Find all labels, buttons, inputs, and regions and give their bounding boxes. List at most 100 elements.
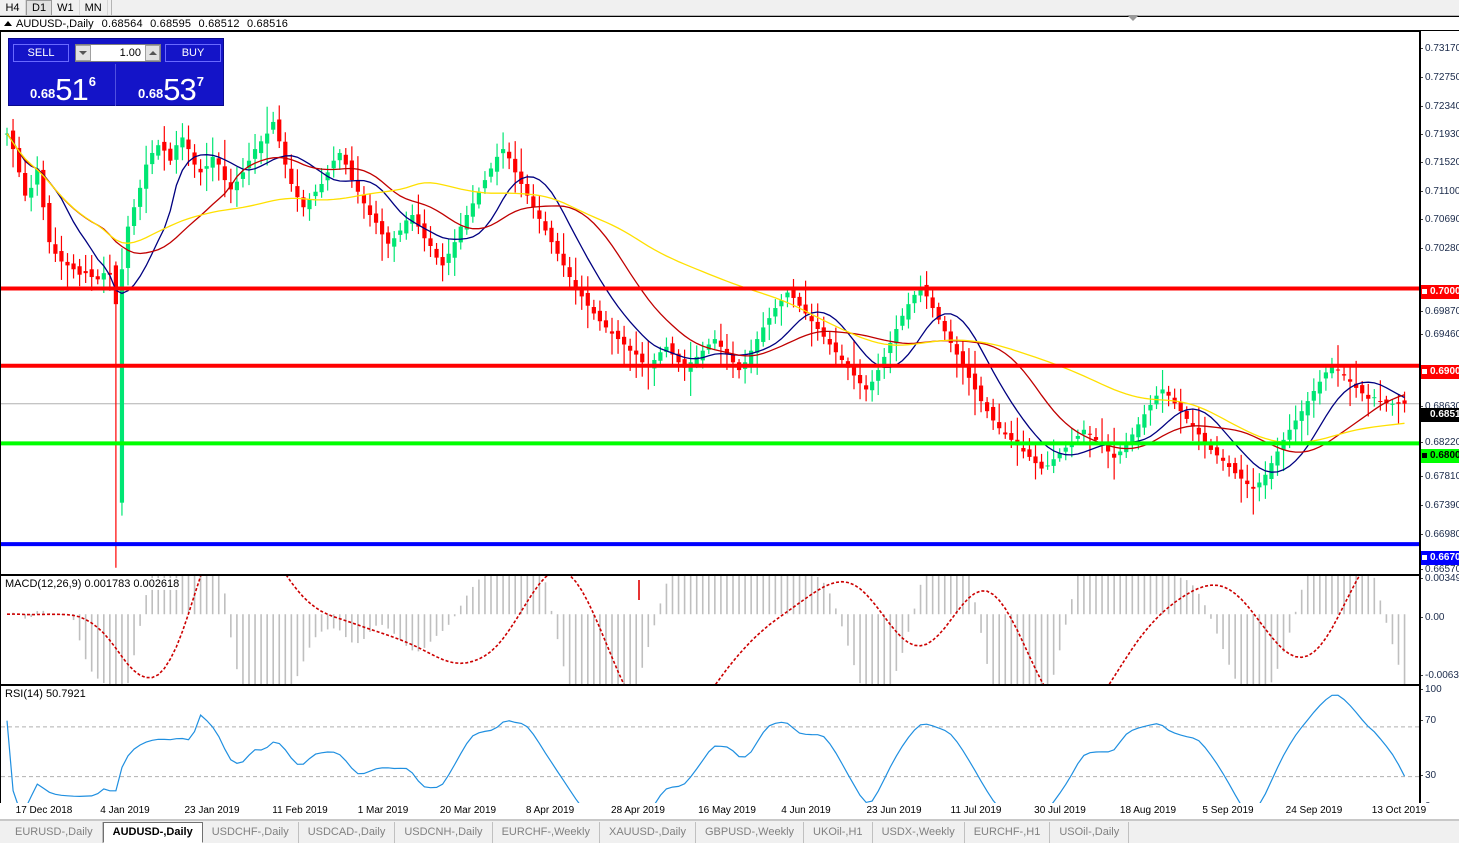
scale-axis-line <box>1420 31 1421 818</box>
symbol-tab-eurchf[interactable]: EURCHF-,H1 <box>965 821 1051 843</box>
time-axis-label: 1 Mar 2019 <box>357 805 409 816</box>
volume-stepper[interactable]: 1.00 <box>75 43 161 62</box>
badge-value: 0.69006 <box>1430 366 1459 377</box>
price-pane[interactable] <box>0 31 1420 575</box>
price-scale-tick: 0.67390 <box>1420 501 1459 511</box>
timeframe-mn[interactable]: MN <box>80 0 108 15</box>
badge-marker-icon <box>1422 412 1427 417</box>
time-axis-label: 23 Jan 2019 <box>184 805 240 816</box>
expand-triangle-icon[interactable] <box>4 21 12 26</box>
chevron-down-icon <box>79 50 87 55</box>
ohlc-open: 0.68564 <box>101 17 143 30</box>
macd-histogram <box>12 576 1406 684</box>
price-scale-tick: 0.66980 <box>1420 530 1459 540</box>
time-axis-label: 5 Sep 2019 <box>1202 805 1254 816</box>
timeframe-d1[interactable]: D1 <box>26 0 53 15</box>
rsi-label: RSI(14) 50.7921 <box>5 688 86 700</box>
time-axis-label: 17 Dec 2018 <box>15 805 73 816</box>
time-axis-label: 18 Aug 2019 <box>1119 805 1177 816</box>
volume-increment-button[interactable] <box>145 44 160 61</box>
rsi-scale-tick: 70 <box>1420 716 1436 726</box>
time-axis-label: 8 Apr 2019 <box>525 805 575 816</box>
macd-scale-tick: 0.00 <box>1420 613 1444 623</box>
buy-price-cell[interactable]: 0.68 53 7 <box>118 64 224 106</box>
badge-marker-icon <box>1422 453 1427 458</box>
symbol-tab-eurusd[interactable]: EURUSD-,Daily <box>6 821 103 843</box>
toolbar-divider <box>110 0 112 15</box>
time-axis-label: 20 Mar 2019 <box>439 805 497 816</box>
symbol-tab-ukoil[interactable]: UKOil-,H1 <box>804 821 873 843</box>
buy-price-main: 53 <box>163 72 196 107</box>
price-scale-tick: 0.68630 <box>1420 402 1459 412</box>
symbol-tab-xauusd[interactable]: XAUUSD-,Daily <box>600 821 696 843</box>
macd-plot <box>6 576 1406 684</box>
badge-marker-icon <box>1422 555 1427 560</box>
buy-button[interactable]: BUY <box>165 43 221 62</box>
macd-scale-tick: -0.00637 <box>1420 671 1459 681</box>
ohlc-low: 0.68512 <box>198 17 240 30</box>
sell-price-cell[interactable]: 0.68 51 6 <box>10 64 116 106</box>
symbol-header: AUDUSD-,Daily 0.68564 0.68595 0.68512 0.… <box>0 17 1459 31</box>
badge-marker-icon <box>1422 369 1427 374</box>
price-scale-badge[interactable]: 0.66705 <box>1420 551 1459 565</box>
badge-value: 0.70002 <box>1430 286 1459 297</box>
time-axis-label: 11 Feb 2019 <box>272 805 328 816</box>
macd-label: MACD(12,26,9) 0.001783 0.002618 <box>5 578 180 590</box>
price-scale-tick: 0.68220 <box>1420 438 1459 448</box>
volume-decrement-button[interactable] <box>76 44 91 61</box>
price-scale-tick: 0.71930 <box>1420 130 1459 140</box>
time-axis-label: 4 Jun 2019 <box>781 805 831 816</box>
badge-marker-icon <box>1422 289 1427 294</box>
price-scale-badge[interactable]: 0.68516 <box>1420 408 1459 422</box>
time-axis-label: 24 Sep 2019 <box>1285 805 1343 816</box>
sell-price-prefix: 0.68 <box>29 86 56 101</box>
time-axis: 17 Dec 2018 4 Jan 2019 23 Jan 2019 11 Feb 2… <box>0 803 1459 820</box>
symbol-tab-usdchf[interactable]: USDCHF-,Daily <box>203 821 299 843</box>
moving-average-line <box>6 133 1405 453</box>
chevron-down-icon[interactable] <box>1127 15 1139 21</box>
price-scale-tick: 0.71520 <box>1420 158 1459 168</box>
macd-pane[interactable]: MACD(12,26,9) 0.001783 0.002618 <box>0 575 1420 685</box>
rsi-scale-tick: 100 <box>1420 685 1442 695</box>
price-scale-badge[interactable]: 0.68004 <box>1420 449 1459 463</box>
candle-group <box>4 105 1407 568</box>
symbol-tab-usdcad[interactable]: USDCAD-,Daily <box>299 821 396 843</box>
time-axis-label: 30 Jul 2019 <box>1034 805 1086 816</box>
moving-average-line <box>6 133 1405 444</box>
sell-price-main: 51 <box>55 72 88 107</box>
ohlc-close: 0.68516 <box>246 17 289 30</box>
price-scale-tick: 0.72750 <box>1420 73 1459 83</box>
symbol-tab-usdx[interactable]: USDX-,Weekly <box>873 821 965 843</box>
timeframe-h4[interactable]: H4 <box>0 0 26 15</box>
symbol-tab-usoil[interactable]: USOil-,Daily <box>1050 821 1130 843</box>
price-scale[interactable]: 0.73170 0.72750 0.72340 0.71930 0.71520 0.711… <box>1420 31 1459 818</box>
price-scale-tick: 0.67810 <box>1420 472 1459 482</box>
time-axis-label: 23 Jun 2019 <box>866 805 922 816</box>
price-scale-badge[interactable]: 0.70002 <box>1420 285 1459 299</box>
moving-average-line <box>6 133 1405 473</box>
time-axis-label: 28 Apr 2019 <box>611 805 665 816</box>
price-scale-tick: 0.66570 <box>1420 565 1459 575</box>
timeframe-w1[interactable]: W1 <box>52 0 80 15</box>
buy-price-prefix: 0.68 <box>137 86 164 101</box>
symbol-tab-audusd[interactable]: AUDUSD-,Daily <box>102 821 203 843</box>
symbol-tab-eurchf[interactable]: EURCHF-,Weekly <box>493 821 600 843</box>
sell-button[interactable]: SELL <box>13 43 69 62</box>
time-axis-label: 11 Jul 2019 <box>950 805 1002 816</box>
badge-value: 0.66705 <box>1430 552 1459 563</box>
symbol-tab-gbpusd[interactable]: GBPUSD-,Weekly <box>696 821 805 843</box>
price-scale-tick: 0.71100 <box>1420 187 1459 197</box>
price-scale-tick: 0.73170 <box>1420 44 1459 54</box>
rsi-line <box>6 694 1406 815</box>
price-scale-tick: 0.69460 <box>1420 330 1459 340</box>
volume-value[interactable]: 1.00 <box>119 46 141 59</box>
price-scale-tick: 0.70690 <box>1420 215 1459 225</box>
timeframe-toolbar: H4 D1 W1 MN <box>0 0 1459 16</box>
time-axis-label: 4 Jan 2019 <box>100 805 150 816</box>
symbol-tab-usdcnh[interactable]: USDCNH-,Daily <box>395 821 493 843</box>
rsi-pane[interactable]: RSI(14) 50.7921 <box>0 685 1420 818</box>
badge-value: 0.68516 <box>1430 409 1459 420</box>
trade-panel-controls: SELL 1.00 BUY <box>9 39 225 63</box>
price-scale-badge[interactable]: 0.69006 <box>1420 365 1459 379</box>
